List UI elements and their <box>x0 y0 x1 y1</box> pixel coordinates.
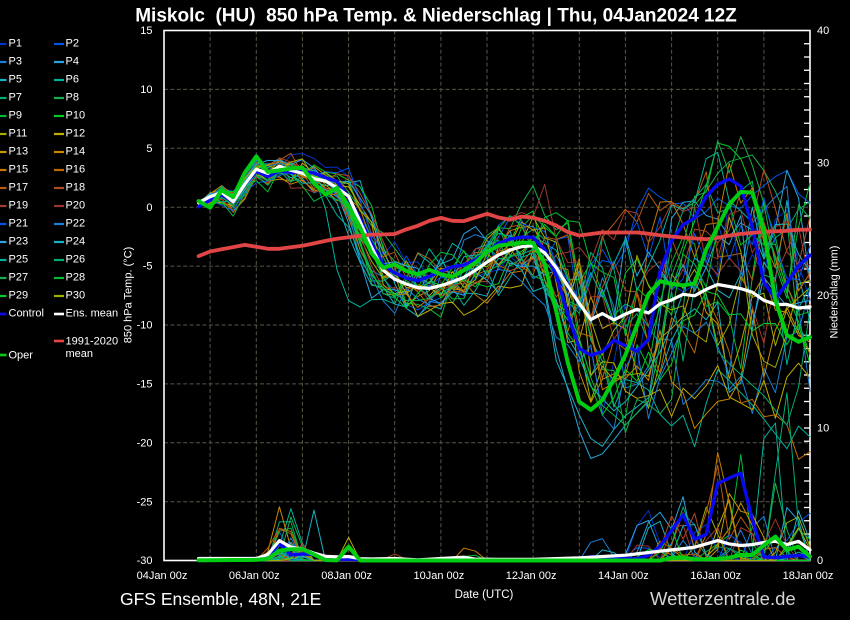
svg-text:P7: P7 <box>9 92 22 104</box>
svg-text:P10: P10 <box>66 110 86 122</box>
svg-text:P6: P6 <box>66 74 79 86</box>
svg-text:-20: -20 <box>137 437 153 449</box>
svg-text:P25: P25 <box>9 254 29 266</box>
svg-text:-15: -15 <box>137 379 153 391</box>
svg-text:P18: P18 <box>66 182 86 194</box>
svg-text:P23: P23 <box>9 236 29 248</box>
svg-text:Ens. mean: Ens. mean <box>66 308 119 320</box>
svg-text:0: 0 <box>146 202 152 214</box>
svg-text:-10: -10 <box>137 320 153 332</box>
svg-text:0: 0 <box>817 555 823 567</box>
svg-text:P24: P24 <box>66 236 86 248</box>
svg-text:P11: P11 <box>9 128 28 140</box>
svg-text:-25: -25 <box>137 496 153 508</box>
svg-text:20: 20 <box>817 290 829 302</box>
svg-text:P2: P2 <box>66 38 79 50</box>
svg-text:Miskolc (HU) 850 hPa Temp. &: Miskolc (HU) 850 hPa Temp. & Niederschla… <box>135 6 737 27</box>
svg-text:5: 5 <box>146 143 152 155</box>
svg-text:14Jan 00z: 14Jan 00z <box>598 570 649 582</box>
svg-text:Niederschlag (mm): Niederschlag (mm) <box>829 246 841 339</box>
svg-text:P4: P4 <box>66 56 79 68</box>
svg-text:P29: P29 <box>9 290 29 302</box>
svg-text:P3: P3 <box>9 56 22 68</box>
svg-text:P1: P1 <box>9 38 22 50</box>
svg-text:18Jan 00z: 18Jan 00z <box>783 570 834 582</box>
svg-text:P17: P17 <box>9 182 29 194</box>
svg-text:15: 15 <box>140 25 152 37</box>
svg-text:mean: mean <box>66 348 94 360</box>
svg-text:10: 10 <box>817 423 829 435</box>
svg-text:06Jan 00z: 06Jan 00z <box>229 570 280 582</box>
svg-text:Oper: Oper <box>9 350 34 362</box>
svg-text:04Jan 00z: 04Jan 00z <box>137 570 188 582</box>
svg-text:P9: P9 <box>9 110 22 122</box>
svg-text:40: 40 <box>817 25 829 37</box>
svg-text:Wetterzentrale.de: Wetterzentrale.de <box>650 588 796 609</box>
svg-text:P5: P5 <box>9 74 22 86</box>
svg-text:P12: P12 <box>66 128 86 140</box>
svg-text:-5: -5 <box>143 261 153 273</box>
svg-text:P27: P27 <box>9 272 29 284</box>
svg-text:08Jan 00z: 08Jan 00z <box>321 570 372 582</box>
svg-text:P22: P22 <box>66 218 86 230</box>
svg-text:P13: P13 <box>9 146 29 158</box>
svg-text:1991-2020: 1991-2020 <box>66 336 119 348</box>
svg-text:Date (UTC): Date (UTC) <box>455 589 514 601</box>
svg-text:Control: Control <box>9 308 44 320</box>
svg-text:10: 10 <box>140 84 152 96</box>
svg-text:P14: P14 <box>66 146 86 158</box>
svg-text:P30: P30 <box>66 290 86 302</box>
svg-text:P21: P21 <box>9 218 29 230</box>
svg-text:10Jan 00z: 10Jan 00z <box>414 570 465 582</box>
svg-text:P20: P20 <box>66 200 86 212</box>
svg-text:850 hPa Temp. (°C): 850 hPa Temp. (°C) <box>123 247 135 344</box>
svg-text:GFS Ensemble, 48N, 21E: GFS Ensemble, 48N, 21E <box>120 589 321 609</box>
svg-text:P26: P26 <box>66 254 86 266</box>
svg-text:P16: P16 <box>66 164 86 176</box>
svg-text:P8: P8 <box>66 92 79 104</box>
svg-text:16Jan 00z: 16Jan 00z <box>690 570 741 582</box>
svg-text:-30: -30 <box>137 555 153 567</box>
svg-text:P15: P15 <box>9 164 29 176</box>
svg-text:12Jan 00z: 12Jan 00z <box>506 570 557 582</box>
svg-text:30: 30 <box>817 158 829 170</box>
svg-text:P28: P28 <box>66 272 86 284</box>
svg-text:P19: P19 <box>9 200 29 212</box>
